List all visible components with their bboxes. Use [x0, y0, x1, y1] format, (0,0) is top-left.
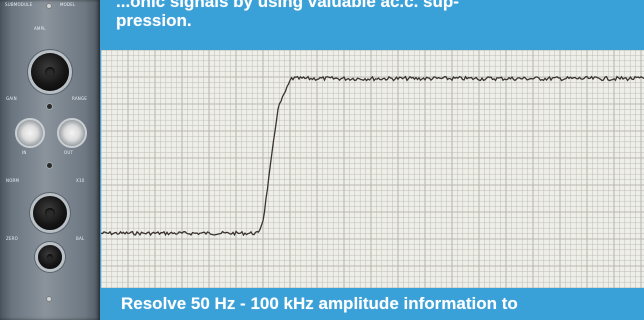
signal-trace [101, 75, 644, 237]
gain-knob[interactable] [31, 53, 69, 91]
zero-knob[interactable] [38, 245, 62, 269]
panel-label: NORM [6, 178, 20, 183]
caption-bottom: Resolve 50 Hz - 100 kHz amplitude inform… [121, 294, 518, 313]
panel-label: GAIN [6, 96, 17, 101]
range-knob[interactable] [33, 196, 67, 230]
chart-paper [101, 50, 644, 288]
panel-label: ZERO [6, 236, 18, 241]
caption-top-line2: pression. [116, 11, 192, 30]
grid-minor [101, 50, 644, 288]
panel-screw [46, 3, 52, 9]
panel-screw [46, 296, 52, 302]
panel-label: RANGE [72, 96, 87, 101]
grid-major [101, 50, 644, 288]
panel-label: SUBMODULE [5, 2, 33, 7]
panel-label: IN [22, 150, 27, 155]
instrument-panel: SUBMODULE MODEL AMPL GAIN RANGE IN OUT N… [0, 0, 100, 320]
panel-label: AMPL [34, 26, 46, 31]
panel-label: OUT [64, 150, 74, 155]
output-connector[interactable] [57, 118, 87, 148]
indicator-led [47, 104, 52, 109]
caption-top-line1: ...onic signals by using valuable ac.c. … [116, 0, 459, 11]
chart-trace-canvas [101, 50, 644, 288]
input-connector[interactable] [15, 118, 45, 148]
panel-label: X10 [76, 178, 85, 183]
indicator-led [47, 163, 52, 168]
panel-label: MODEL [60, 2, 76, 7]
panel-label: BAL [76, 236, 85, 241]
